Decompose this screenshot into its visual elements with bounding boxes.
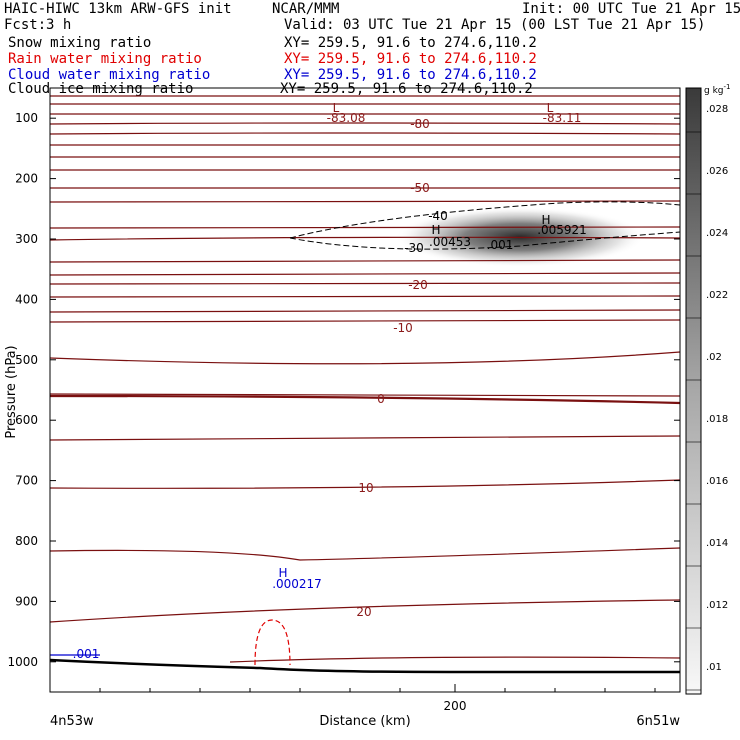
extremum-mark: L — [333, 101, 340, 115]
colorbar-tick-label: .016 — [706, 476, 728, 487]
temp-label: -30 — [404, 241, 424, 255]
cloud-ice-contour — [289, 201, 681, 250]
colorbar-tick-label: .018 — [706, 414, 728, 425]
colorbar — [685, 87, 702, 695]
temp-label: 0 — [377, 392, 385, 406]
field-cloudwater-xy: XY= 259.5, 91.6 to 274.6,110.2 — [284, 67, 537, 83]
valid-time: Valid: 03 UTC Tue 21 Apr 15 (00 LST Tue … — [284, 17, 706, 33]
y-tick-label: 800 — [15, 534, 38, 548]
contour-label: .001 — [487, 238, 514, 252]
colorbar-tick-label: .014 — [706, 538, 728, 549]
temp-label: -20 — [408, 278, 428, 292]
extremum-mark: H — [278, 566, 287, 580]
left-end-label: 4n53w — [50, 714, 94, 729]
forecast-label: Fcst: — [4, 17, 47, 33]
y-tick-label: 500 — [15, 353, 38, 367]
temp-label: -80 — [410, 117, 430, 131]
field-cloudice-xy: XY= 259.5, 91.6 to 274.6,110.2 — [280, 81, 533, 97]
extremum-mark: H — [431, 223, 440, 237]
model-title: HAIC-HIWC 13km ARW-GFS init — [4, 1, 232, 17]
colorbar-tick-label: .01 — [706, 662, 722, 673]
field-snow-name: Snow mixing ratio — [8, 35, 152, 51]
org-title: NCAR/MMM — [272, 1, 340, 17]
temp-label: -40 — [428, 209, 448, 223]
temp-label: 20 — [356, 605, 371, 619]
field-rain-name: Rain water mixing ratio — [8, 51, 202, 67]
extremum-value: .005921 — [537, 223, 587, 237]
zero-degree-contour — [49, 394, 681, 405]
field-cloudwater-name: Cloud water mixing ratio — [8, 67, 211, 83]
extremum-value: -83.11 — [543, 111, 582, 125]
temperature-contours — [49, 95, 681, 663]
y-tick-label: 700 — [15, 474, 38, 488]
forecast-hour: 3 h — [46, 17, 72, 33]
y-axis-label: Pressure (hPa) — [4, 345, 19, 438]
rain-water-contour — [254, 619, 291, 666]
colorbar-tick-label: .024 — [706, 228, 728, 239]
extremum-value: .000217 — [272, 577, 322, 591]
right-end-label: 6n51w — [636, 714, 680, 729]
plot-frame — [49, 87, 681, 693]
colorbar-tick-label: .026 — [706, 166, 728, 177]
y-tick-label: 1000 — [7, 655, 38, 669]
field-snow-xy: XY= 259.5, 91.6 to 274.6,110.2 — [284, 35, 537, 51]
extremum-mark: H — [541, 213, 550, 227]
extremum-value: .00453 — [429, 235, 471, 249]
colorbar-tick-label: .028 — [706, 104, 728, 115]
init-time: Init: 00 UTC Tue 21 Apr 15 — [522, 1, 740, 17]
field-cloudice-name: Cloud ice mixing ratio — [8, 81, 194, 97]
y-tick-label: 300 — [15, 232, 38, 246]
colorbar-tick-label: .02 — [706, 352, 722, 363]
field-rain-xy: XY= 259.5, 91.6 to 274.6,110.2 — [284, 51, 537, 67]
x-axis: 200 — [49, 684, 656, 713]
extremum-value: -83.08 — [327, 111, 366, 125]
x-tick-label: 200 — [444, 699, 467, 713]
y-tick-label: 200 — [15, 172, 38, 186]
colorbar-tick-label: .022 — [706, 290, 728, 301]
x-axis-label: Distance (km) — [319, 714, 410, 729]
temp-label: 10 — [358, 481, 373, 495]
y-tick-label: 900 — [15, 594, 38, 608]
y-tick-label: 400 — [15, 292, 38, 306]
extremum-mark: L — [547, 101, 554, 115]
temp-label: -50 — [410, 181, 430, 195]
contour-label: .001 — [73, 647, 100, 661]
y-tick-label: 100 — [15, 111, 38, 125]
colorbar-unit: g kg-1 — [704, 83, 730, 96]
colorbar-tick-label: .012 — [706, 600, 728, 611]
y-tick-label: 600 — [15, 413, 38, 427]
terrain-line — [49, 658, 680, 674]
colorbar-ticks: .01 .012 .014 .016 .018 .02 .022 .024 .026 .028 — [686, 104, 728, 691]
temp-label: -10 — [393, 321, 413, 335]
